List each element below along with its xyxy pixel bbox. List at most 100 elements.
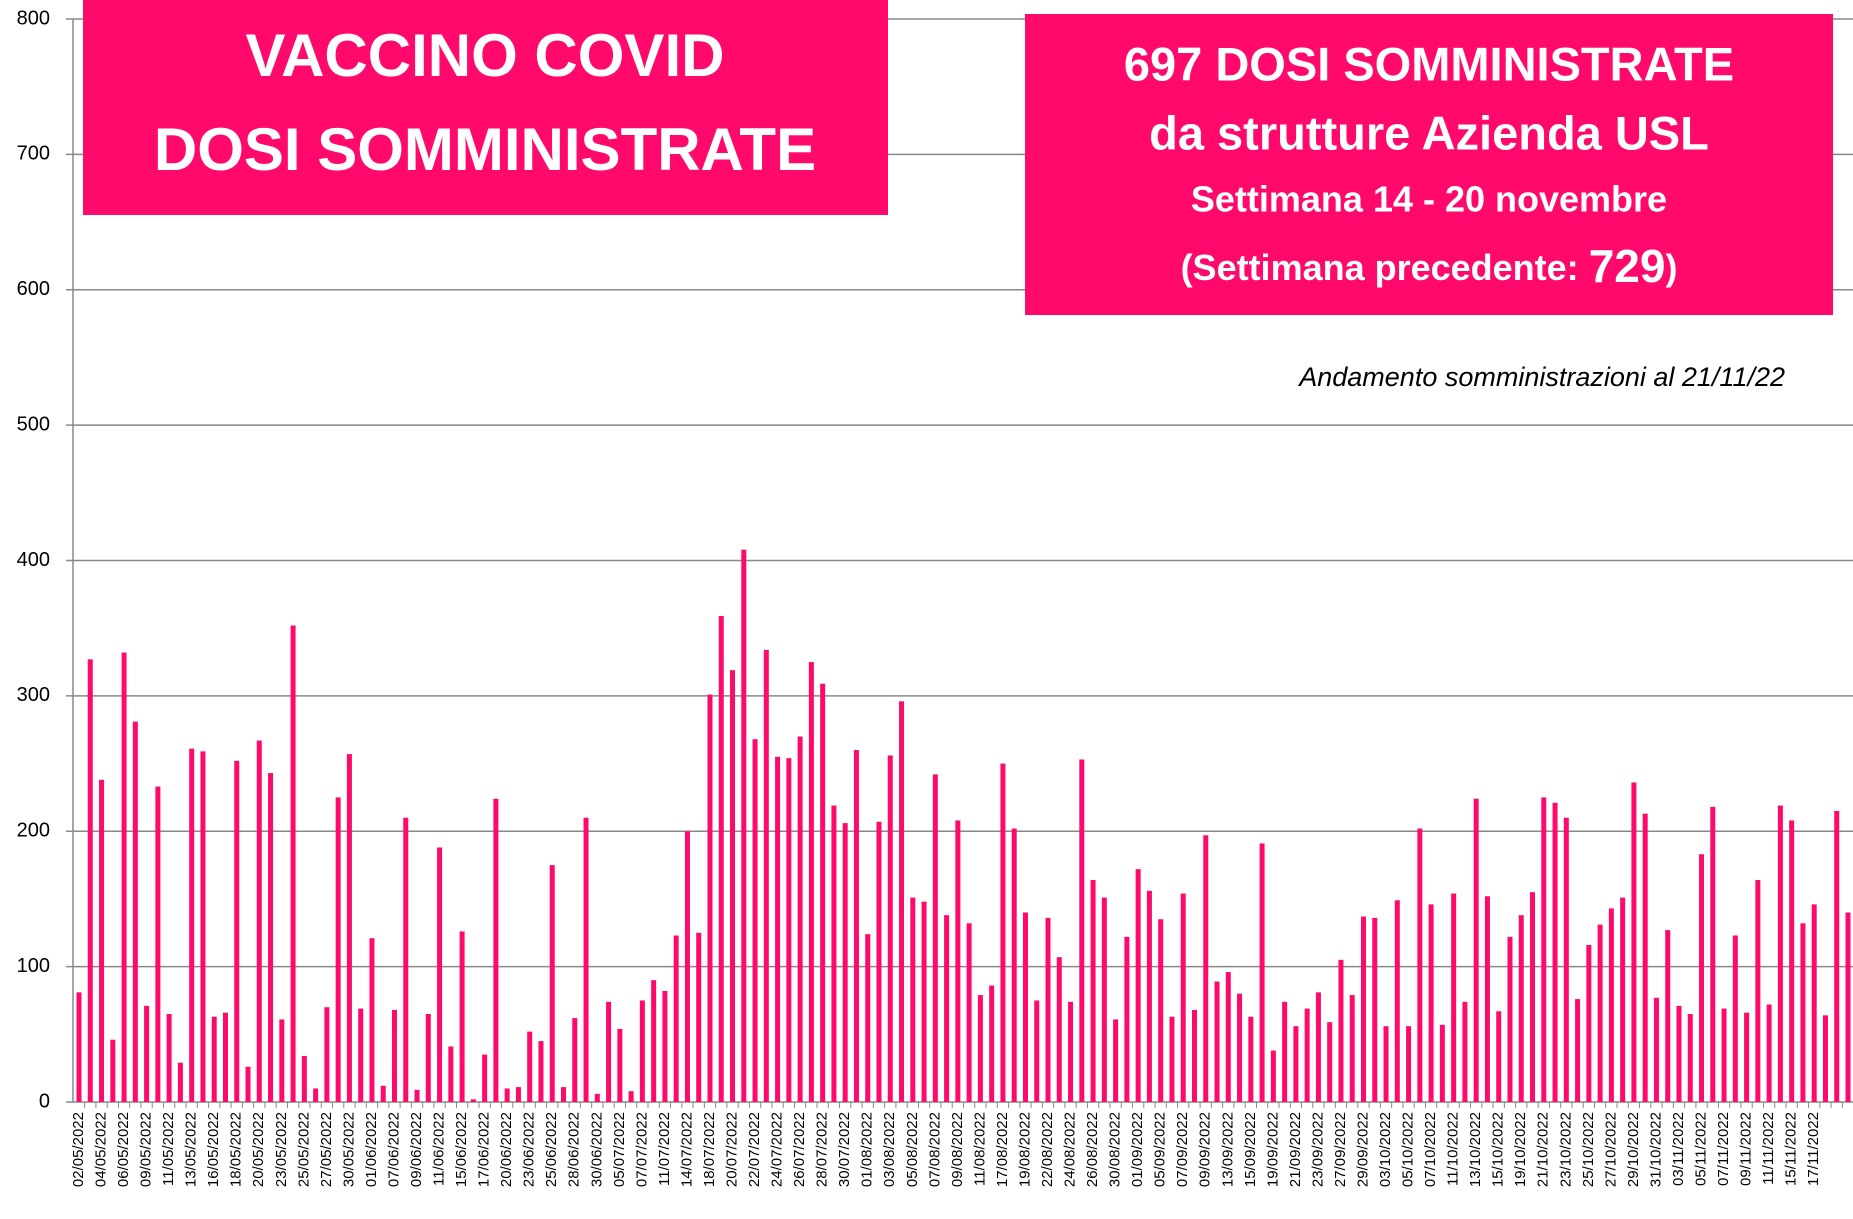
bar <box>808 662 814 1102</box>
bar <box>1045 917 1051 1102</box>
x-tick-label: 20/05/2022 <box>250 1112 267 1187</box>
bar <box>1563 817 1569 1102</box>
x-tick-label: 13/10/2022 <box>1467 1112 1484 1187</box>
x-tick-label: 07/11/2022 <box>1715 1112 1732 1186</box>
bar <box>932 774 938 1102</box>
bar <box>1699 854 1705 1102</box>
bar <box>1124 936 1130 1102</box>
x-tick-label: 28/06/2022 <box>566 1112 583 1187</box>
bar <box>87 659 93 1102</box>
bar <box>718 616 724 1102</box>
bar <box>707 694 713 1102</box>
x-tick-label: 11/10/2022 <box>1445 1112 1462 1186</box>
bar <box>977 995 983 1102</box>
bar <box>110 1039 116 1102</box>
bar <box>989 985 995 1102</box>
bar <box>1473 798 1479 1102</box>
x-tick-label: 02/05/2022 <box>70 1112 87 1187</box>
x-tick-label: 27/05/2022 <box>318 1112 335 1187</box>
bar <box>763 649 769 1102</box>
x-tick-label: 17/11/2022 <box>1805 1112 1822 1186</box>
bar <box>1541 797 1547 1102</box>
x-tick-label: 25/06/2022 <box>543 1112 560 1187</box>
info-line: Settimana 14 - 20 novembre <box>1191 179 1667 220</box>
bar <box>324 1007 330 1102</box>
bar <box>1203 835 1209 1102</box>
bar <box>1777 805 1783 1102</box>
bar <box>177 1062 183 1102</box>
bar <box>1022 912 1028 1102</box>
x-tick-label: 30/06/2022 <box>588 1112 605 1187</box>
bar <box>290 625 296 1102</box>
bar <box>493 798 499 1102</box>
x-tick-label: 16/05/2022 <box>205 1112 222 1187</box>
bar <box>346 754 352 1102</box>
bar <box>245 1066 251 1102</box>
x-tick-label: 19/09/2022 <box>1264 1112 1281 1187</box>
bar <box>99 779 105 1102</box>
bar <box>1552 802 1558 1102</box>
x-tick-label: 03/10/2022 <box>1377 1112 1394 1187</box>
bar <box>1732 935 1738 1102</box>
bar <box>414 1089 420 1102</box>
x-tick-label: 13/05/2022 <box>183 1112 200 1187</box>
bar <box>515 1087 521 1102</box>
bar <box>166 1014 172 1102</box>
x-tick-label: 01/06/2022 <box>363 1112 380 1187</box>
bar <box>268 773 274 1102</box>
x-tick-label: 25/10/2022 <box>1580 1112 1597 1187</box>
bar <box>1755 879 1761 1102</box>
bar <box>1214 981 1220 1102</box>
x-tick-label: 27/09/2022 <box>1332 1112 1349 1187</box>
bar <box>1225 972 1231 1102</box>
bar <box>1338 959 1344 1102</box>
bar <box>1101 897 1107 1102</box>
bar <box>1608 908 1614 1102</box>
bar <box>301 1055 307 1102</box>
info-line: (Settimana precedente: 729) <box>1181 240 1678 292</box>
bar <box>1811 904 1817 1102</box>
bar <box>1766 1004 1772 1102</box>
bar <box>628 1091 634 1102</box>
bar <box>1631 782 1637 1102</box>
bar <box>437 847 443 1102</box>
bar <box>76 992 82 1102</box>
bar <box>1056 957 1062 1102</box>
bar <box>482 1054 488 1102</box>
x-tick-label: 07/10/2022 <box>1422 1112 1439 1187</box>
bar <box>741 549 747 1102</box>
bar <box>1135 869 1141 1102</box>
bar <box>1834 810 1840 1102</box>
x-tick-label: 31/10/2022 <box>1647 1112 1664 1187</box>
bar <box>1383 1026 1389 1102</box>
bar <box>1676 1005 1682 1102</box>
x-tick-label: 23/06/2022 <box>521 1112 538 1187</box>
bar <box>1191 1009 1197 1102</box>
x-tick-label: 19/10/2022 <box>1512 1112 1529 1187</box>
bar <box>944 915 950 1102</box>
bar <box>1293 1026 1299 1102</box>
info-prefix: (Settimana precedente: <box>1181 247 1589 288</box>
x-tick-label: 18/05/2022 <box>228 1112 245 1187</box>
annotation: Andamento somministrazioni al 21/11/22 <box>1297 362 1785 392</box>
bar <box>189 748 195 1102</box>
x-tick-label: 18/07/2022 <box>701 1112 718 1187</box>
bar <box>1237 993 1243 1102</box>
x-tick-label: 28/07/2022 <box>814 1112 831 1187</box>
x-tick-label: 14/07/2022 <box>678 1112 695 1187</box>
x-tick-label: 09/05/2022 <box>138 1112 155 1187</box>
bar <box>549 865 555 1102</box>
bar <box>910 897 916 1102</box>
bar <box>921 901 927 1102</box>
bar <box>256 740 262 1102</box>
bar <box>730 670 736 1102</box>
bar <box>606 1001 612 1102</box>
x-tick-label: 21/09/2022 <box>1287 1112 1304 1187</box>
bar <box>1744 1012 1750 1102</box>
info-line: 697 DOSI SOMMINISTRATE <box>1124 37 1734 90</box>
y-tick-label: 400 <box>17 549 50 571</box>
labels: 0 100 200 300 400 500 600 700 800 02/05/2022 04/05… <box>17 7 1823 1187</box>
bar <box>1090 879 1096 1102</box>
x-tick-label: 05/10/2022 <box>1400 1112 1417 1187</box>
